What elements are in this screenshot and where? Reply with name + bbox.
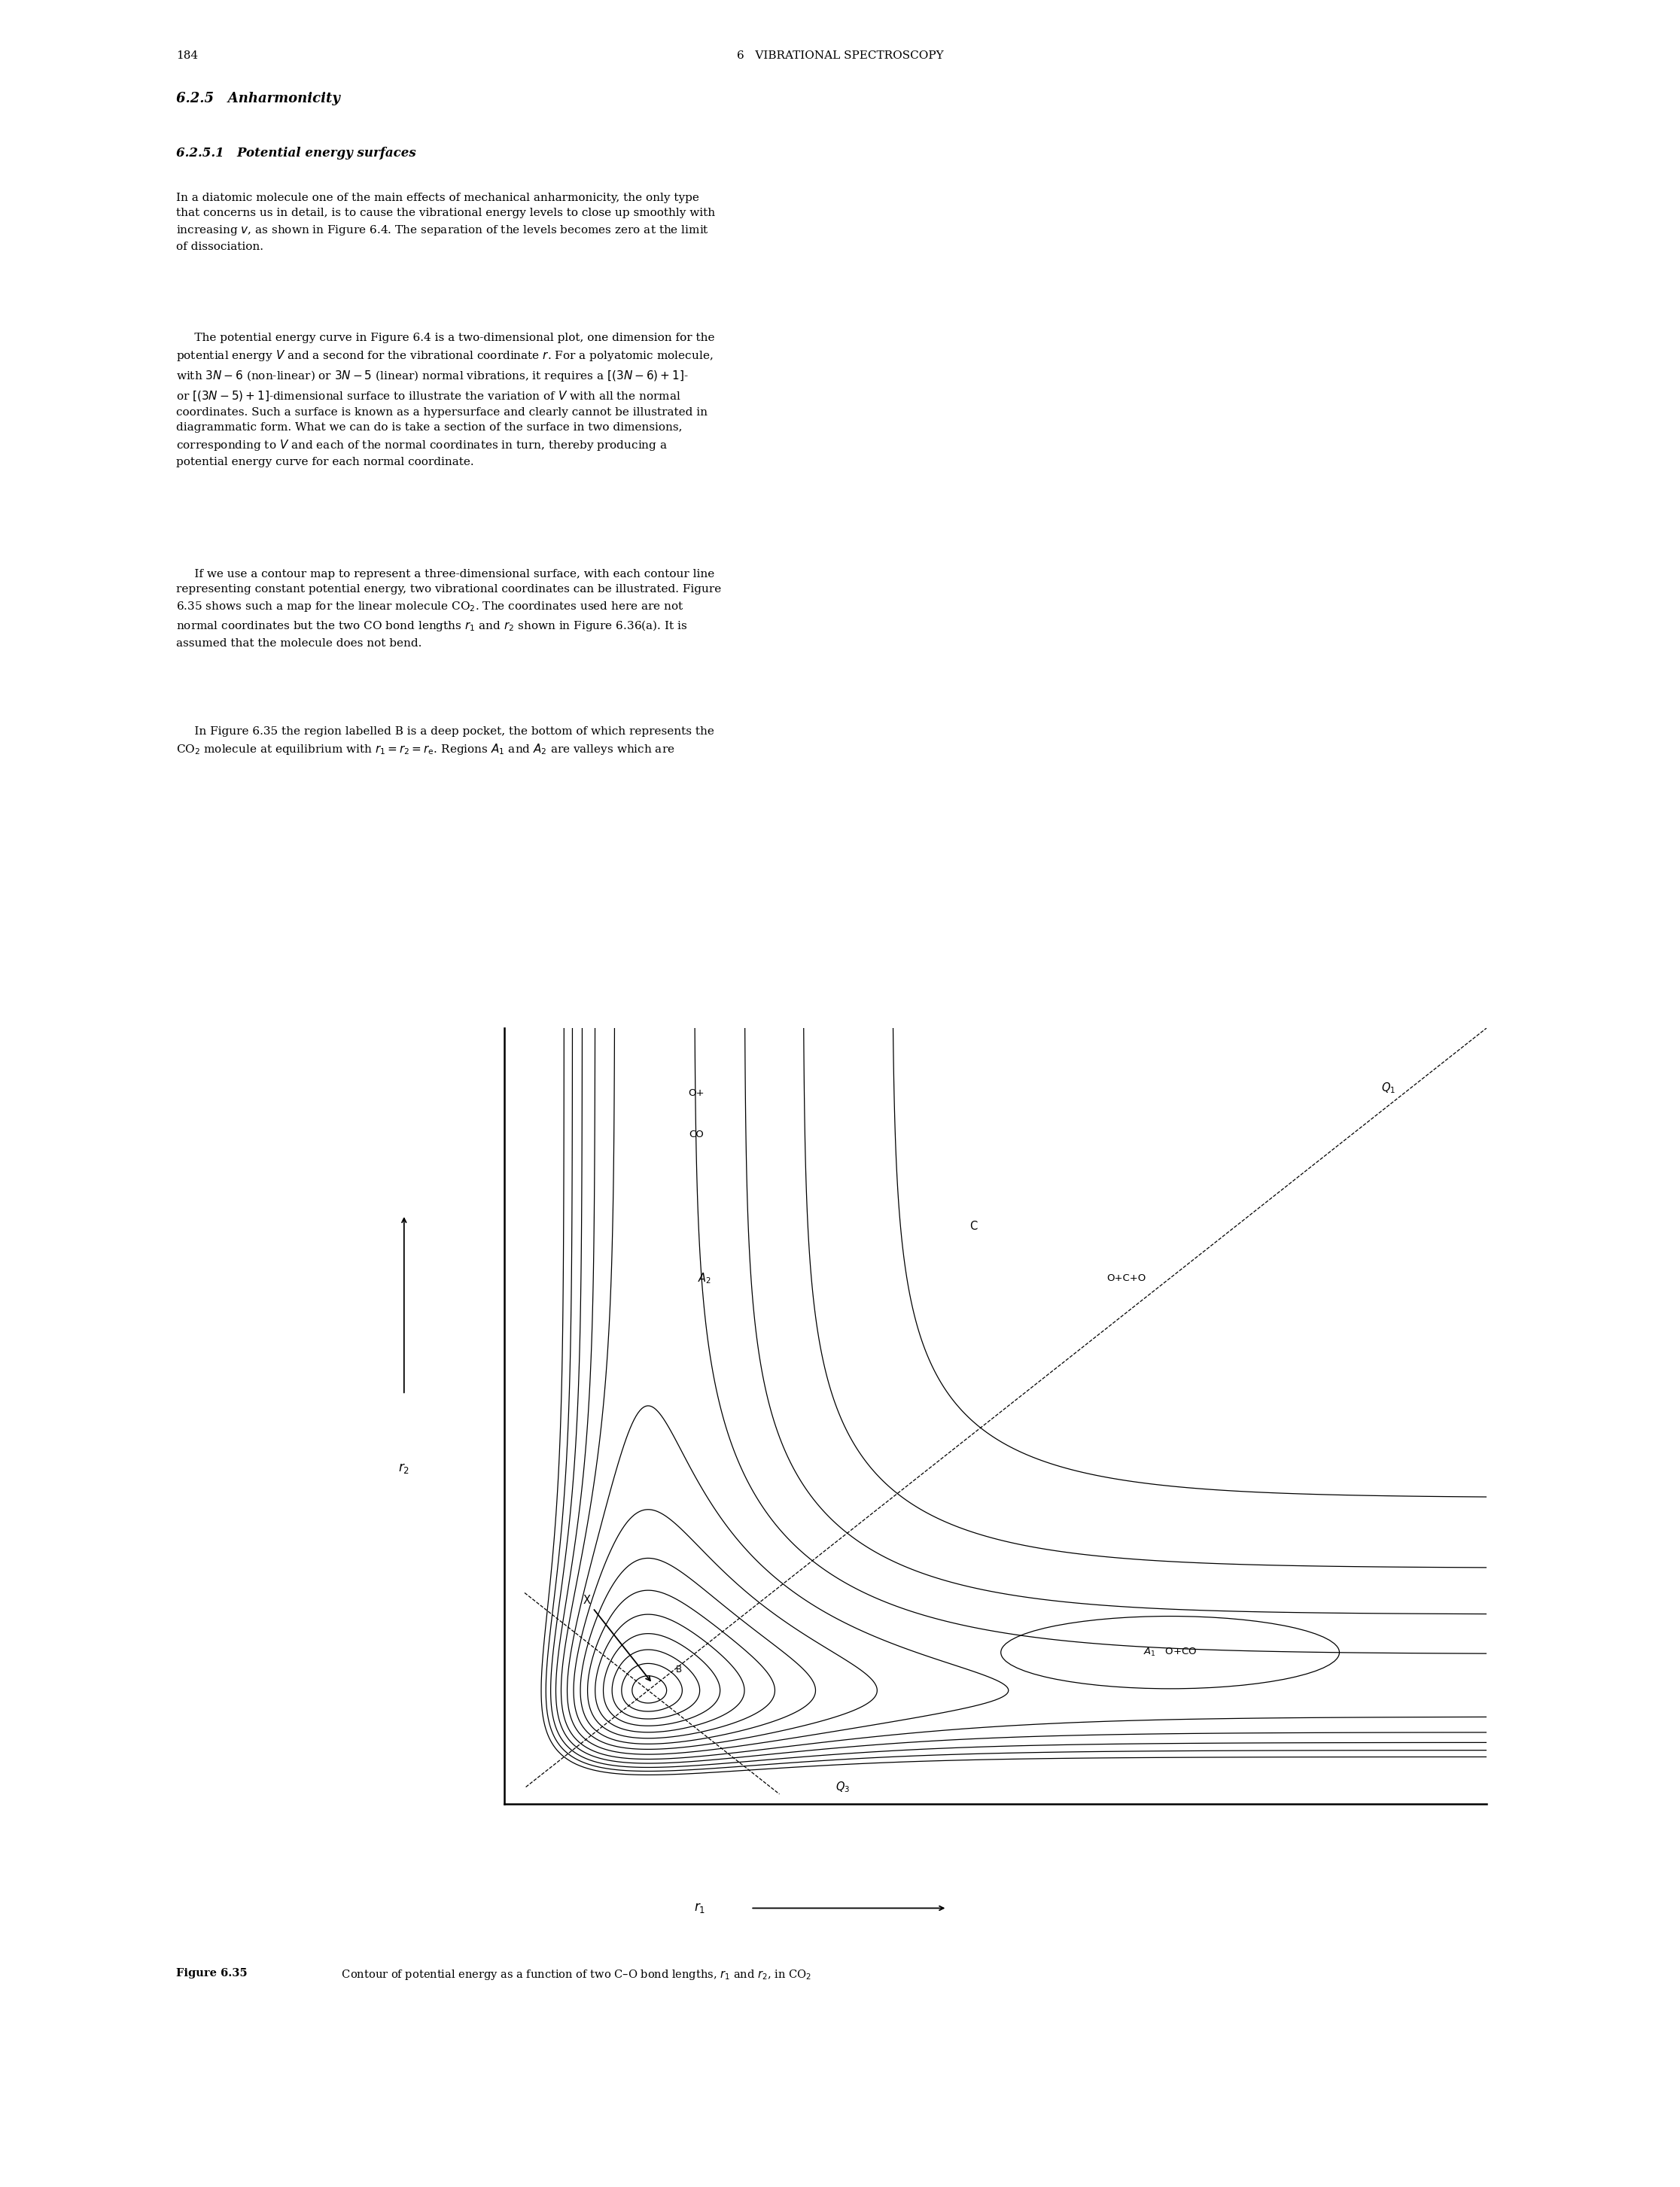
Text: 6.2.5.1   Potential energy surfaces: 6.2.5.1 Potential energy surfaces [176, 147, 417, 160]
Text: Contour of potential energy as a function of two C–O bond lengths, $r_1$ and $r_: Contour of potential energy as a functio… [331, 1968, 811, 1981]
Text: $r_1$: $r_1$ [694, 1901, 706, 1916]
Text: CO: CO [689, 1131, 704, 1139]
Text: O+: O+ [689, 1089, 704, 1098]
Text: If we use a contour map to represent a three-dimensional surface, with each cont: If we use a contour map to represent a t… [176, 569, 721, 647]
Text: 6.2.5   Anharmonicity: 6.2.5 Anharmonicity [176, 92, 341, 105]
Text: $Q_3$: $Q_3$ [835, 1780, 850, 1793]
Text: $r_2$: $r_2$ [398, 1461, 410, 1474]
Text: Figure 6.35: Figure 6.35 [176, 1968, 247, 1979]
Text: In Figure 6.35 the region labelled B is a deep pocket, the bottom of which repre: In Figure 6.35 the region labelled B is … [176, 726, 714, 757]
Text: B: B [675, 1664, 682, 1675]
Text: C: C [969, 1220, 978, 1231]
Text: 184: 184 [176, 50, 198, 61]
Text: X: X [583, 1594, 650, 1680]
Text: The potential energy curve in Figure 6.4 is a two-dimensional plot, one dimensio: The potential energy curve in Figure 6.4… [176, 332, 716, 468]
Text: In a diatomic molecule one of the main effects of mechanical anharmonicity, the : In a diatomic molecule one of the main e… [176, 192, 716, 252]
Text: $Q_1$: $Q_1$ [1381, 1080, 1396, 1096]
Text: 6   VIBRATIONAL SPECTROSCOPY: 6 VIBRATIONAL SPECTROSCOPY [736, 50, 944, 61]
Text: $A_2$: $A_2$ [699, 1271, 712, 1286]
Text: $A_1$   O+CO: $A_1$ O+CO [1144, 1647, 1196, 1658]
Text: O+C+O: O+C+O [1107, 1273, 1146, 1284]
